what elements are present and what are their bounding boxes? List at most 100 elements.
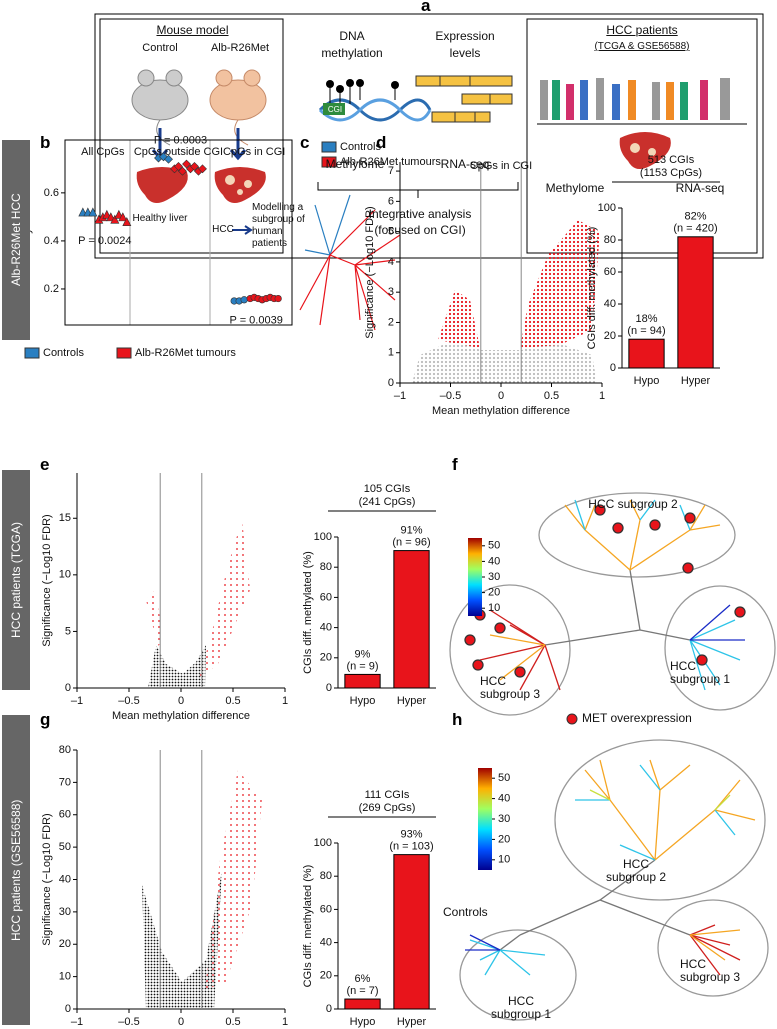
panel-letter: d [376,133,387,152]
colorbar-tick-label: 40 [498,793,510,805]
legend-label: MET overexpression [582,711,692,725]
y-tick-label: 5 [65,625,71,637]
x-tick-label: –0.5 [440,390,461,402]
y-axis-label: Significance (−Log10 FDR) [41,514,53,646]
y-tick-label: 0 [610,362,616,374]
arrow [229,128,247,161]
y-axis-label: Significance (−Log10 FDR) [364,206,376,338]
value-label: 6% [355,973,371,985]
chart-subtitle: (269 CpGs) [359,802,416,814]
y-tick-label: 0 [388,377,394,389]
y-tick-label: 80 [320,561,332,573]
liver [214,167,266,204]
legend-swatch [116,347,132,359]
legend-label: Controls [43,347,84,359]
y-tick-label: 100 [314,837,332,849]
panel-letter: b [40,133,51,152]
legend-swatch [24,347,40,359]
y-tick-label: 0 [65,1003,71,1015]
y-tick-label: 7 [388,165,394,177]
legend-swatch [321,156,337,168]
n-label: (n = 103) [389,841,433,853]
label: Methylome [325,157,385,171]
group-label: HCC subgroup 2 [588,497,678,511]
value-label: 93% [400,829,422,841]
y-tick-label: 40 [604,298,616,310]
bracket [317,182,519,198]
tree-c [299,194,401,331]
bar [393,854,430,1010]
colorbar-tick-label: 20 [488,587,500,599]
liver [136,167,188,204]
n-label: (n = 96) [392,536,430,548]
bar [628,338,665,369]
label: Mouse model [156,23,229,37]
colorbar [468,538,482,616]
chart-subtitle: (1153 CpGs) [640,167,702,179]
colorbar-tick-label: 30 [488,571,500,583]
legend-label: Alb-R26Met tumours [340,156,441,168]
colorbar-tick-label: 40 [488,555,500,567]
group-label: HCC subgroup 3 [480,674,541,701]
category-label: All CpGs [81,146,125,158]
point [110,214,120,224]
y-tick-label: 10 [59,569,71,581]
y-tick-label: 80 [604,234,616,246]
bar [677,236,714,369]
y-tick-label: 0.2 [44,283,59,295]
label: Healthy liver [132,213,188,224]
point [182,159,191,169]
x-tick-label: Hyper [397,1016,427,1028]
mouse-model [209,69,267,146]
y-tick-label: 60 [604,266,616,278]
legend-label: Controls [340,141,381,153]
value-label: 82% [684,211,706,223]
y-tick-label: 20 [59,938,71,950]
y-tick-label: 80 [320,870,332,882]
point [118,212,128,222]
x-tick-label: 1 [282,695,288,707]
legend-swatch [321,141,337,153]
point [122,217,132,226]
side-label: HCC patients (TCGA) [2,470,30,690]
x-tick-label: 0.5 [544,390,559,402]
n-label: (n = 94) [627,325,665,337]
x-tick-label: 0 [178,695,184,707]
x-tick-label: –1 [71,1016,83,1028]
panel-letter: g [40,710,51,729]
group-label: Controls [443,905,488,919]
group-label: HCC subgroup 1 [670,659,731,686]
x-tick-label: 0 [178,1016,184,1028]
x-tick-label: 0 [498,390,504,402]
legend-marker [566,713,578,725]
y-tick-label: 2 [388,316,394,328]
p-value: P = 0.0003 [154,135,207,147]
y-tick-label: 0.4 [44,235,59,247]
expression-bars [415,75,513,123]
y-tick-label: 80 [59,744,71,756]
side-label: HCC patients (GSE56588) [2,715,30,1025]
colorbar [478,768,492,870]
point [88,207,98,217]
point [174,162,183,171]
y-tick-label: 6 [388,195,394,207]
x-axis-label: Mean methylation difference [432,405,570,417]
colorbar-tick-label: 20 [498,833,510,845]
tree-h [459,739,769,1021]
y-tick-label: 0.6 [44,187,59,199]
n-label: (n = 7) [346,985,378,997]
label: RNA-seq [440,157,490,171]
y-tick-label: 5 [388,226,394,238]
point [164,154,173,164]
x-tick-label: 0.5 [225,1016,240,1028]
y-tick-label: 3 [388,286,394,298]
panel-letter: h [452,710,463,729]
x-tick-label: –0.5 [118,695,139,707]
chart-title: 513 CGIs [648,154,695,166]
y-tick-label: 60 [59,809,71,821]
x-tick-label: Hyper [397,695,427,707]
chart-title: 111 CGIs [365,789,410,801]
x-tick-label: Hyper [681,375,711,387]
p-value: P = 0.0039 [230,314,283,326]
